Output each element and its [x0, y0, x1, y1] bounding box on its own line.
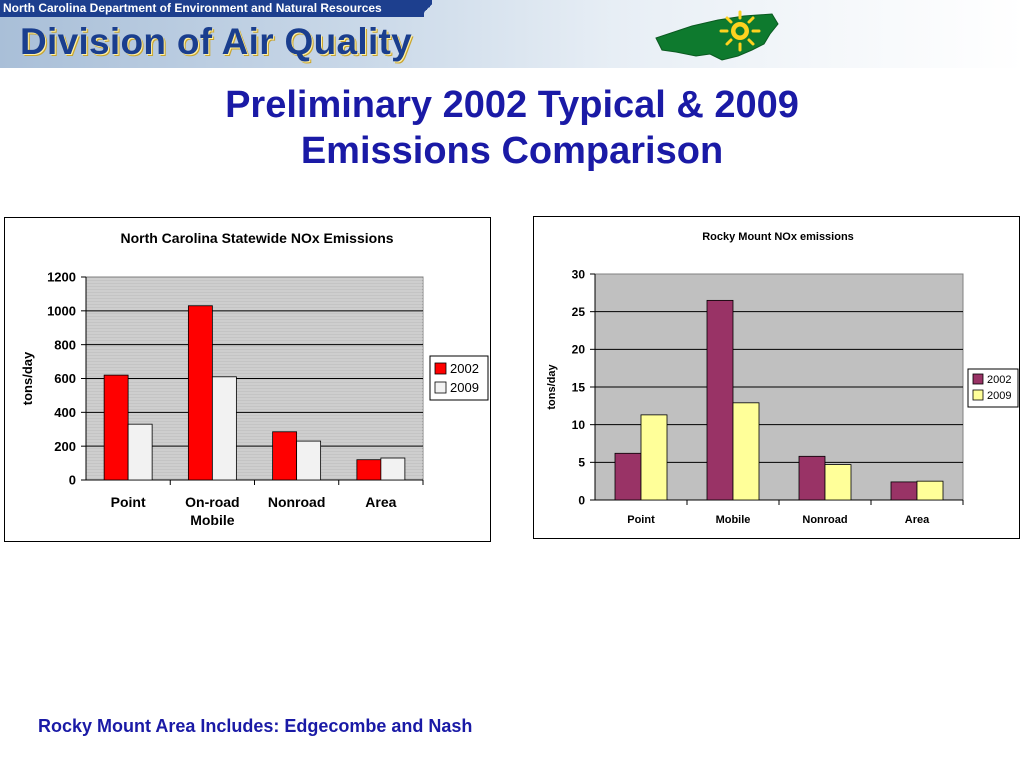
- x-category-label: On-road: [185, 494, 239, 510]
- bar-2009-point: [640, 414, 668, 501]
- header-banner: North Carolina Department of Environment…: [0, 0, 1024, 68]
- bar-2002-mobile: [706, 299, 734, 501]
- x-category-label: Point: [627, 514, 655, 526]
- legend-swatch-2009: [972, 389, 984, 401]
- division-title: Division of Air Quality: [20, 21, 413, 62]
- bar-2009-point: [127, 423, 153, 481]
- banner-tab-decoration: [424, 0, 432, 17]
- statewide-nox-chart-svg: North Carolina Statewide NOx Emissions 0 2…: [20, 230, 489, 528]
- x-category-label: Area: [905, 514, 930, 526]
- page-title-line-2: Emissions Comparison: [300, 130, 724, 172]
- bar-2002-on-road-mobile: [187, 305, 213, 481]
- statewide-nox-chart: North Carolina Statewide NOx Emissions 0 2…: [4, 217, 491, 542]
- bar-2002-nonroad: [272, 431, 298, 481]
- x-category-label: Mobile: [190, 512, 235, 528]
- rocky-mount-nox-chart-svg: Rocky Mount NOx emissions 0 5 10 15 20 25 30 ton…: [546, 231, 1019, 526]
- bar-2002-point: [103, 374, 129, 481]
- y-tick-label: 20: [572, 343, 586, 357]
- y-tick-label: 1000: [47, 304, 76, 319]
- y-tick-label: 800: [54, 337, 76, 352]
- y-tick-label: 200: [54, 439, 76, 454]
- legend-swatch-2009: [434, 381, 447, 394]
- y-tick-label: 25: [572, 305, 586, 319]
- bar-2002-nonroad: [798, 455, 826, 501]
- y-tick-label: 600: [54, 371, 76, 386]
- bar-2009-area: [916, 480, 944, 501]
- y-axis-label: tons/day: [546, 364, 558, 410]
- legend-label: 2009: [450, 380, 479, 395]
- page-title-line-1: Preliminary 2002 Typical & 2009: [225, 84, 799, 126]
- bar-2002-point: [614, 452, 642, 501]
- x-category-label: Point: [111, 494, 146, 510]
- bar-2002-area: [890, 481, 918, 501]
- legend-label: 2002: [450, 361, 479, 376]
- y-tick-label: 0: [578, 493, 585, 507]
- y-tick-label: 10: [572, 418, 586, 432]
- x-category-label: Nonroad: [802, 514, 847, 526]
- bar-2009-nonroad: [824, 464, 852, 501]
- chart-title: North Carolina Statewide NOx Emissions: [120, 230, 393, 246]
- nc-map-sun-logo: [655, 10, 779, 61]
- bar-2002-area: [356, 459, 382, 481]
- rocky-mount-nox-chart: Rocky Mount NOx emissions 0 5 10 15 20 25 30 ton…: [533, 216, 1020, 539]
- department-label: North Carolina Department of Environment…: [0, 0, 424, 17]
- bar-2009-on-road-mobile: [211, 376, 237, 481]
- legend-swatch-2002: [434, 362, 447, 375]
- legend-label: 2009: [987, 390, 1011, 402]
- x-category-label: Nonroad: [268, 494, 326, 510]
- y-tick-label: 30: [572, 267, 586, 281]
- footer-note: Rocky Mount Area Includes: Edgecombe and…: [38, 716, 473, 736]
- x-category-label: Area: [365, 494, 396, 510]
- legend-swatch-2002: [972, 373, 984, 385]
- bar-2009-mobile: [732, 402, 760, 501]
- legend-label: 2002: [987, 374, 1011, 386]
- x-category-label: Mobile: [716, 514, 751, 526]
- y-tick-label: 400: [54, 405, 76, 420]
- chart-title: Rocky Mount NOx emissions: [702, 231, 854, 243]
- y-tick-label: 1200: [47, 270, 76, 285]
- y-tick-label: 5: [578, 456, 585, 470]
- bar-2009-area: [380, 457, 406, 481]
- page-title: Preliminary 2002 Typical & 2009 Emission…: [0, 82, 1024, 174]
- y-tick-label: 0: [69, 473, 76, 488]
- y-axis-label: tons/day: [20, 351, 35, 405]
- bar-2009-nonroad: [296, 440, 322, 481]
- y-tick-label: 15: [572, 380, 586, 394]
